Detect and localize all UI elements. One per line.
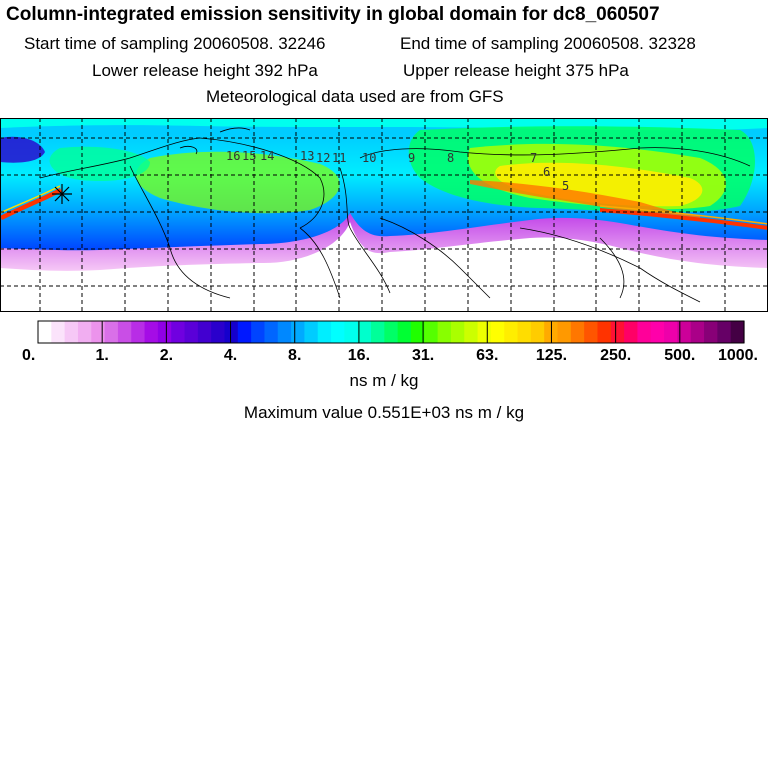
colorbar-swatch: [597, 321, 612, 343]
coordinate-grid: [0, 118, 768, 312]
colorbar-swatch: [517, 321, 532, 343]
colorbar-swatch: [584, 321, 599, 343]
colorbar-dividers: [101, 321, 681, 343]
colorbar-swatch: [237, 321, 252, 343]
colorbar-swatch: [677, 321, 692, 343]
colorbar-swatch: [357, 321, 372, 343]
colorbar-swatch: [331, 321, 345, 343]
colorbar-labels: 0. 1. 2. 4. 8. 16. 31. 63. 125. 250. 500. 1000.: [22, 347, 758, 364]
colorbar-swatch: [704, 321, 718, 343]
colorbar-swatch: [437, 321, 452, 343]
colorbar-swatch: [264, 321, 279, 343]
colorbar-swatch: [117, 321, 132, 343]
colorbar-swatch: [397, 321, 412, 343]
colorbar-swatch: [77, 321, 92, 343]
colorbar-swatch: [490, 321, 505, 343]
colorbar-swatch: [91, 321, 106, 343]
day-labels: 16 15 14 13 12 11 10 9 8 7 6 5: [226, 149, 569, 193]
sensitivity-field: [0, 118, 768, 271]
colorbar-swatch: [344, 321, 359, 343]
colorbar-unit-label: ns m / kg: [349, 371, 419, 390]
colorbar-tick-label: 125.: [536, 347, 567, 364]
colorbar-swatch: [450, 321, 465, 343]
colorbar-swatch: [637, 321, 652, 343]
day-label: 13: [300, 149, 314, 163]
colorbar-tick-label: 1.: [96, 347, 109, 364]
day-label: 5: [562, 179, 569, 193]
sensitivity-map: 16 15 14 13 12 11 10 9 8 7 6 5: [0, 118, 768, 312]
colorbar-swatch: [690, 321, 705, 343]
colorbar-swatch: [304, 321, 319, 343]
colorbar-swatch: [557, 321, 572, 343]
colorbar-swatch: [424, 321, 439, 343]
colorbar-swatch: [664, 321, 678, 343]
upper-release-label: Upper release height 375 hPa: [403, 61, 629, 80]
day-label: 10: [362, 151, 376, 165]
colorbar-tick-label: 2.: [160, 347, 173, 364]
colorbar-swatch: [384, 321, 399, 343]
colorbar-swatch: [570, 321, 585, 343]
colorbar-swatch: [64, 321, 79, 343]
colorbar-swatches: [38, 321, 745, 343]
day-label: 6: [543, 165, 550, 179]
colorbar-swatch: [530, 321, 545, 343]
day-label: 7: [530, 151, 537, 165]
start-time-label: Start time of sampling 20060508. 32246: [24, 34, 326, 53]
day-label: 8: [447, 151, 454, 165]
colorbar-swatch: [371, 321, 385, 343]
colorbar-swatch: [317, 321, 332, 343]
day-label: 14: [260, 149, 274, 163]
colorbar-swatch: [224, 321, 239, 343]
day-label: 11: [332, 151, 346, 165]
end-time-label: End time of sampling 20060508. 32328: [400, 34, 696, 53]
colorbar-swatch: [477, 321, 492, 343]
colorbar-swatch: [51, 321, 66, 343]
met-data-label: Meteorological data used are from GFS: [206, 87, 504, 106]
colorbar-tick-label: 500.: [664, 347, 695, 364]
colorbar-tick-label: 16.: [348, 347, 370, 364]
lower-release-label: Lower release height 392 hPa: [92, 61, 318, 80]
day-label: 12: [316, 151, 330, 165]
colorbar-swatch: [410, 321, 425, 343]
colorbar-tick-label: 250.: [600, 347, 631, 364]
colorbar-tick-label: 0.: [22, 347, 35, 364]
colorbar-swatch: [144, 321, 159, 343]
colorbar-tick-label: 4.: [224, 347, 237, 364]
colorbar-swatch: [197, 321, 212, 343]
colorbar-tick-label: 1000.: [718, 347, 758, 364]
colorbar-frame: [37, 320, 745, 344]
colorbar: 0. 1. 2. 4. 8. 16. 31. 63. 125. 250. 500. 1000.: [22, 320, 758, 364]
colorbar-swatch: [171, 321, 186, 343]
colorbar-tick-label: 31.: [412, 347, 434, 364]
day-label: 15: [242, 149, 256, 163]
colorbar-swatch: [104, 321, 119, 343]
colorbar-swatch: [184, 321, 199, 343]
maximum-value-label: Maximum value 0.551E+03 ns m / kg: [243, 403, 525, 422]
colorbar-swatch: [624, 321, 639, 343]
colorbar-swatch: [251, 321, 266, 343]
colorbar-swatch: [464, 321, 479, 343]
colorbar-swatch: [131, 321, 146, 343]
colorbar-swatch: [504, 321, 519, 343]
colorbar-swatch: [277, 321, 292, 343]
colorbar-swatch: [211, 321, 226, 343]
release-site-marker: [52, 184, 72, 204]
colorbar-swatch: [157, 321, 172, 343]
colorbar-tick-label: 8.: [288, 347, 301, 364]
day-label: 16: [226, 149, 240, 163]
colorbar-swatch: [38, 321, 52, 343]
colorbar-tick-label: 63.: [476, 347, 498, 364]
coastlines: [39, 127, 751, 303]
colorbar-swatch: [730, 321, 745, 343]
chart-title: Column-integrated emission sensitivity i…: [6, 4, 660, 25]
day-label: 9: [408, 151, 415, 165]
colorbar-swatch: [610, 321, 625, 343]
colorbar-swatch: [717, 321, 732, 343]
colorbar-swatch: [650, 321, 665, 343]
colorbar-swatch: [291, 321, 306, 343]
